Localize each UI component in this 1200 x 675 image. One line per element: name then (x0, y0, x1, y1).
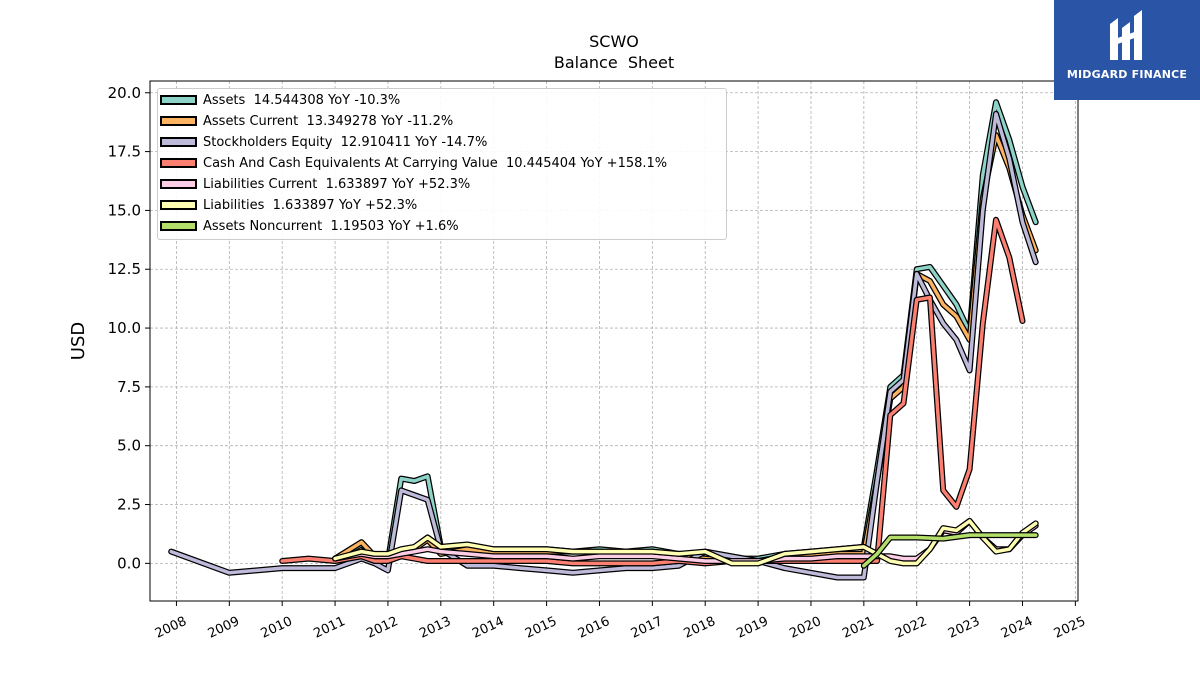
legend-label: Stockholders Equity 12.910411 YoY -14.7% (203, 134, 488, 150)
series-line (862, 533, 1038, 568)
y-tick-label: 7.5 (117, 378, 141, 396)
legend-label: Liabilities 1.633897 YoY +52.3% (203, 197, 418, 213)
chart-legend: Assets 14.544308 YoY -10.3% Assets Curre… (157, 88, 727, 240)
x-tick-label: 2013 (417, 614, 453, 642)
x-tick-label: 2008 (153, 614, 189, 642)
x-tick-label: 2025 (1052, 614, 1088, 642)
y-tick-label: 20.0 (108, 84, 141, 102)
logo-mark-icon (1110, 10, 1142, 60)
x-tick-label: 2009 (206, 614, 242, 642)
x-tick-label: 2012 (364, 614, 400, 642)
legend-item: Stockholders Equity 12.910411 YoY -14.7% (160, 132, 487, 152)
x-tick-label: 2017 (629, 614, 665, 642)
legend-swatch (160, 158, 197, 168)
y-tick-label: 12.5 (108, 260, 141, 278)
x-tick-label: 2016 (576, 614, 612, 642)
y-tick-label: 2.5 (117, 496, 141, 514)
legend-swatch (160, 179, 197, 189)
legend-item: Liabilities Current 1.633897 YoY +52.3% (160, 174, 470, 194)
y-tick-label: 10.0 (108, 319, 141, 337)
legend-swatch (160, 137, 197, 147)
legend-label: Cash And Cash Equivalents At Carrying Va… (203, 155, 668, 171)
legend-label: Liabilities Current 1.633897 YoY +52.3% (203, 176, 471, 192)
midgard-finance-logo: MIDGARD FINANCE (1054, 0, 1200, 100)
y-axis-label: USD (68, 322, 89, 360)
series-lines (168, 99, 1039, 581)
x-tick-label: 2024 (999, 614, 1035, 642)
x-tick-label: 2010 (259, 614, 295, 642)
x-tick-label: 2014 (470, 614, 506, 642)
x-tick-label: 2020 (787, 614, 823, 642)
logo-text: MIDGARD FINANCE (1066, 68, 1188, 81)
legend-label: Assets 14.544308 YoY -10.3% (203, 92, 401, 108)
plot-area-frame (149, 80, 1079, 602)
legend-item: Cash And Cash Equivalents At Carrying Va… (160, 153, 667, 173)
y-tick-label: 5.0 (117, 437, 141, 455)
legend-swatch (160, 200, 197, 210)
legend-item: Assets Current 13.349278 YoY -11.2% (160, 111, 453, 131)
legend-swatch (160, 95, 197, 105)
x-tick-label: 2021 (840, 614, 876, 642)
y-tick-label: 17.5 (108, 143, 141, 161)
chart-title: SCWO (589, 32, 639, 51)
legend-label: Assets Noncurrent 1.19503 YoY +1.6% (203, 218, 459, 234)
y-tick-label: 0.0 (117, 554, 141, 572)
legend-item: Liabilities 1.633897 YoY +52.3% (160, 195, 417, 215)
x-tick-label: 2018 (682, 614, 718, 642)
legend-swatch (160, 116, 197, 126)
x-tick-label: 2022 (893, 614, 929, 642)
y-tick-label: 15.0 (108, 201, 141, 219)
legend-swatch (160, 221, 197, 231)
chart-subtitle: Balance Sheet (554, 53, 674, 72)
series-line (333, 519, 1038, 566)
legend-item: Assets Noncurrent 1.19503 YoY +1.6% (160, 216, 459, 236)
x-tick-label: 2011 (311, 614, 347, 642)
legend-item: Assets 14.544308 YoY -10.3% (160, 90, 400, 110)
legend-label: Assets Current 13.349278 YoY -11.2% (203, 113, 454, 129)
x-tick-label: 2019 (734, 614, 770, 642)
x-tick-label: 2015 (523, 614, 559, 642)
x-tick-label: 2023 (946, 614, 982, 642)
